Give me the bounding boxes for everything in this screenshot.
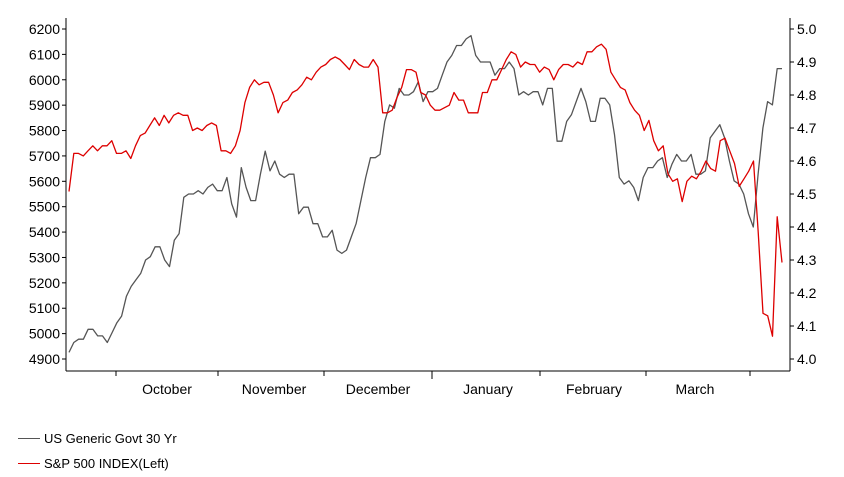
x-tick-label: November <box>242 381 307 397</box>
legend-label-yield: US Generic Govt 30 Yr <box>44 431 177 446</box>
right-tick-label: 4.8 <box>797 87 817 103</box>
left-tick-label: 5600 <box>29 173 60 189</box>
right-tick-label: 4.3 <box>797 252 817 268</box>
right-tick-label: 4.7 <box>797 120 817 136</box>
legend-swatch-yield <box>18 438 40 439</box>
left-tick-label: 5800 <box>29 123 60 139</box>
left-tick-label: 5700 <box>29 148 60 164</box>
x-axis-ticks: October November December January February Ma… <box>115 371 751 397</box>
legend-swatch-sp500 <box>18 463 40 464</box>
left-axis-ticks: 4900 5000 5100 5200 5300 5400 5500 5600 5700 5800… <box>29 21 66 367</box>
left-tick-label: 5100 <box>29 300 60 316</box>
right-tick-label: 4.0 <box>797 351 817 367</box>
legend-item-yield: US Generic Govt 30 Yr <box>18 431 177 446</box>
x-tick-label: December <box>346 381 411 397</box>
left-tick-label: 5300 <box>29 249 60 265</box>
right-tick-label: 4.9 <box>797 54 817 70</box>
series-layer <box>68 34 783 353</box>
left-tick-label: 6200 <box>29 21 60 37</box>
right-tick-label: 4.2 <box>797 285 817 301</box>
x-tick-label: March <box>676 381 715 397</box>
right-tick-label: 5.0 <box>797 21 817 37</box>
right-tick-label: 4.5 <box>797 186 817 202</box>
right-tick-label: 4.1 <box>797 318 817 334</box>
right-tick-label: 4.6 <box>797 153 817 169</box>
x-tick-label: October <box>142 381 192 397</box>
x-tick-label: February <box>566 381 622 397</box>
legend-label-sp500: S&P 500 INDEX(Left) <box>44 456 169 471</box>
right-tick-label: 4.4 <box>797 219 817 235</box>
left-tick-label: 5400 <box>29 224 60 240</box>
legend-item-sp500: S&P 500 INDEX(Left) <box>18 456 169 471</box>
left-tick-label: 5200 <box>29 275 60 291</box>
chart-canvas: 4900 5000 5100 5200 5300 5400 5500 5600 5700 5800… <box>29 18 817 397</box>
series-line-sp500 <box>68 43 783 337</box>
left-tick-label: 5900 <box>29 97 60 113</box>
left-tick-label: 6100 <box>29 46 60 62</box>
series-line-us-govt-30yr <box>68 34 782 353</box>
right-axis-ticks: 4.0 4.1 4.2 4.3 4.4 4.5 4.6 4.7 4.8 4.9 5.0 <box>790 21 817 367</box>
x-tick-label: January <box>463 381 513 397</box>
left-tick-label: 4900 <box>29 351 60 367</box>
left-tick-label: 6000 <box>29 72 60 88</box>
left-tick-label: 5500 <box>29 199 60 215</box>
left-tick-label: 5000 <box>29 326 60 342</box>
plot-frame <box>65 18 791 372</box>
